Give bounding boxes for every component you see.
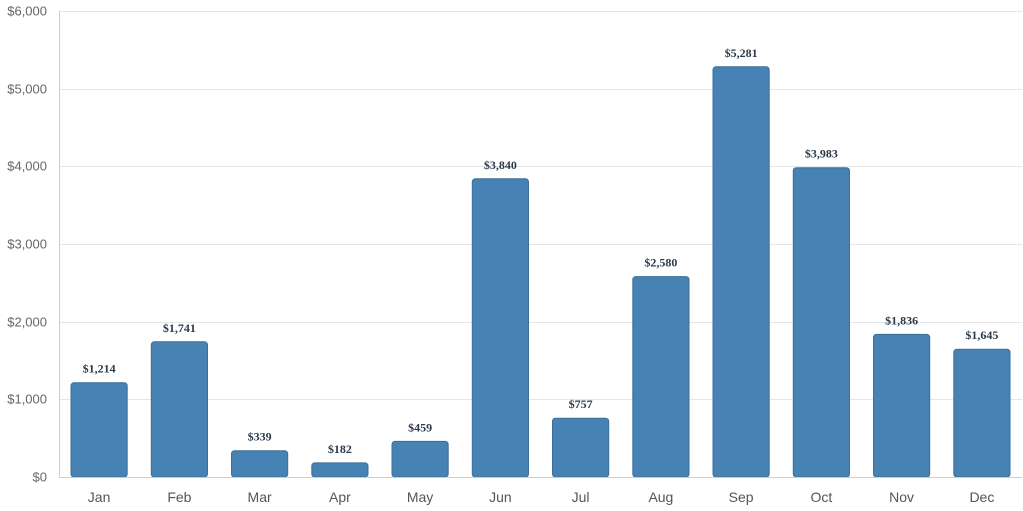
x-tick-label-dec: Dec <box>969 489 994 505</box>
data-label-mar: $339 <box>248 430 272 444</box>
bar-dec[interactable] <box>953 348 1011 478</box>
grid-lines <box>59 11 1022 400</box>
bar-jan[interactable] <box>70 382 128 478</box>
x-tick-label-may: May <box>407 489 433 505</box>
data-label-nov: $1,836 <box>885 313 918 327</box>
x-tick-label-jan: Jan <box>88 489 111 505</box>
bar-apr[interactable] <box>311 462 369 478</box>
y-tick-label: $3,000 <box>7 237 47 252</box>
bar-oct[interactable] <box>792 167 850 478</box>
bar-mar[interactable] <box>231 450 289 478</box>
y-tick-label: $1,000 <box>7 392 47 407</box>
x-tick-label-feb: Feb <box>167 489 191 505</box>
y-tick-label: $6,000 <box>7 4 47 19</box>
bar-jul[interactable] <box>552 417 610 478</box>
x-axis: Jan Feb Mar Apr May Jun Jul Aug Sep Oct Nov Dec <box>59 477 1022 505</box>
bar-feb[interactable] <box>150 341 209 478</box>
x-tick-label-jul: Jul <box>572 489 590 505</box>
bar-sep[interactable] <box>712 66 770 478</box>
data-label-apr: $182 <box>328 442 352 456</box>
data-label-may: $459 <box>408 420 432 434</box>
x-tick-label-sep: Sep <box>729 489 754 505</box>
y-tick-label: $0 <box>33 470 47 485</box>
bar-jun[interactable] <box>471 178 529 478</box>
y-axis: $0 $1,000 $2,000 $3,000 $4,000 $5,000 $6,000 <box>7 4 60 485</box>
data-label-jan: $1,214 <box>83 362 116 376</box>
bar-nov[interactable] <box>873 333 931 478</box>
data-label-feb: $1,741 <box>163 321 196 335</box>
bars <box>70 66 1011 478</box>
x-tick-label-aug: Aug <box>648 489 673 505</box>
x-tick-label-oct: Oct <box>811 489 833 505</box>
data-label-jul: $757 <box>569 397 593 411</box>
data-label-sep: $5,281 <box>725 46 758 60</box>
x-tick-label-jun: Jun <box>489 489 512 505</box>
data-labels: $1,214 $1,741 $339 $182 $459 $3,840 $757 $2,580… <box>83 46 999 456</box>
y-tick-label: $4,000 <box>7 159 47 174</box>
y-tick-label: $2,000 <box>7 315 47 330</box>
bar-aug[interactable] <box>632 276 690 478</box>
data-label-jun: $3,840 <box>484 158 517 172</box>
x-tick-label-mar: Mar <box>248 489 272 505</box>
y-tick-label: $5,000 <box>7 82 47 97</box>
bar-may[interactable] <box>391 440 449 478</box>
data-label-aug: $2,580 <box>644 256 677 270</box>
x-tick-label-nov: Nov <box>889 489 914 505</box>
x-tick-label-apr: Apr <box>329 489 351 505</box>
data-label-dec: $1,645 <box>965 328 998 342</box>
data-label-oct: $3,983 <box>805 147 838 161</box>
